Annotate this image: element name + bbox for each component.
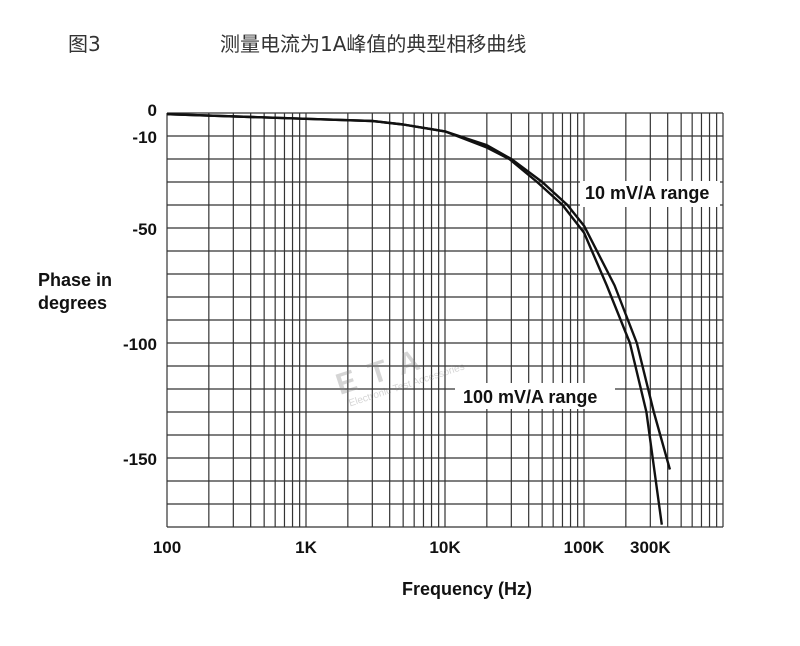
y-tick-label: -100 (123, 335, 157, 354)
x-tick-label: 10K (429, 538, 461, 557)
y-axis-label-line1: Phase in (38, 270, 112, 290)
series-label-bg (580, 181, 720, 207)
y-tick-label: 0 (148, 101, 157, 120)
x-tick-label: 100K (564, 538, 605, 557)
series-label: 100 mV/A range (463, 387, 597, 407)
y-tick-label: -10 (132, 128, 157, 147)
y-tick-label: -50 (132, 220, 157, 239)
series-line-10mv (166, 113, 672, 470)
x-tick-label: 1K (295, 538, 317, 557)
x-tick-label: 100 (153, 538, 181, 557)
chart-title: 测量电流为1A峰值的典型相移曲线 (220, 32, 527, 56)
y-tick-label: -150 (123, 450, 157, 469)
series-line-100mv (166, 113, 663, 525)
series-label: 10 mV/A range (585, 183, 709, 203)
y-axis-label-line2: degrees (38, 293, 107, 313)
figure-label: 图3 (68, 32, 101, 56)
x-tick-label: 300K (630, 538, 671, 557)
x-axis-label: Frequency (Hz) (402, 579, 532, 599)
series-label-bg (455, 383, 615, 409)
